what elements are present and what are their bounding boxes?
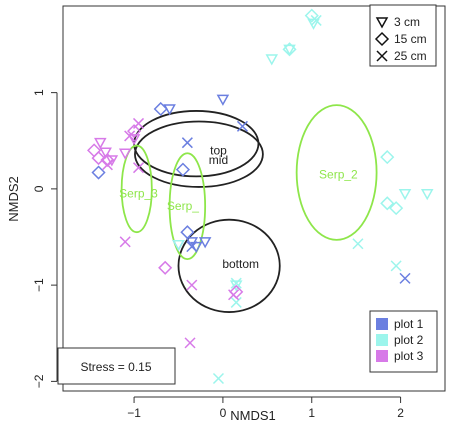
shape-legend-label: 15 cm — [394, 32, 427, 46]
data-point — [132, 117, 145, 129]
ellipse-label-top: top — [210, 143, 227, 157]
data-point — [153, 101, 168, 117]
triangle-down-icon — [375, 17, 389, 29]
data-point — [198, 237, 212, 249]
y-tick-label: −2 — [32, 374, 46, 388]
shape-legend: 3 cm 15 cm 25 cm — [369, 4, 437, 67]
x-tick-label: 0 — [220, 406, 227, 420]
points-layer — [87, 8, 434, 385]
data-point — [186, 241, 198, 253]
data-point — [180, 225, 195, 240]
ellipse-label-serp-2: Serp_2 — [319, 167, 358, 181]
ellipse-label-serp-3: Serp_3 — [119, 187, 158, 201]
ellipse-serp-2 — [295, 104, 378, 241]
ellipse-bottom — [177, 218, 281, 313]
data-point — [124, 130, 136, 142]
data-point — [212, 372, 224, 385]
data-point — [100, 152, 115, 168]
stress-box-frame — [57, 347, 176, 385]
data-point — [91, 165, 106, 180]
data-point — [236, 120, 248, 132]
color-legend-swatch — [376, 334, 388, 346]
ellipse-mid — [134, 120, 264, 188]
data-point — [127, 124, 142, 139]
x-axis-label: NMDS1 — [230, 408, 276, 423]
data-point — [304, 8, 319, 23]
data-point — [282, 42, 297, 57]
color-legend-label: plot 2 — [394, 333, 424, 347]
data-point — [181, 137, 193, 149]
data-point — [105, 155, 119, 167]
shape-legend-label: 3 cm — [394, 15, 420, 29]
data-point — [265, 54, 279, 66]
x-icon — [376, 50, 388, 62]
x-tick-label: 2 — [397, 406, 404, 420]
data-point — [230, 277, 242, 289]
shape-legend-label: 25 cm — [394, 49, 427, 63]
data-point — [420, 188, 434, 201]
color-legend-label: plot 1 — [394, 317, 424, 331]
data-point — [389, 201, 404, 216]
stress-box: Stress = 0.15 — [57, 347, 176, 385]
x-tick-label: 1 — [308, 406, 315, 420]
data-point — [398, 188, 412, 201]
stress-value: Stress = 0.15 — [80, 360, 151, 374]
diamond-icon — [374, 31, 390, 47]
data-point — [91, 151, 106, 166]
y-tick-label: −1 — [32, 278, 46, 292]
y-tick-label: 0 — [32, 185, 46, 192]
data-point — [132, 162, 145, 174]
data-point — [230, 296, 242, 308]
data-point — [216, 94, 230, 106]
data-point — [172, 239, 185, 252]
ellipse-serp-3 — [120, 144, 153, 234]
x-tick-label: −1 — [127, 406, 141, 420]
ellipse-label-mid: mid — [209, 153, 228, 167]
ellipse-label-bottom: bottom — [222, 257, 259, 271]
data-point — [184, 337, 196, 349]
data-point — [94, 137, 107, 150]
x-axis: −1 0 1 2 — [127, 396, 404, 420]
data-point — [283, 44, 296, 56]
data-point — [399, 272, 411, 284]
data-point — [186, 279, 198, 291]
data-point — [119, 236, 131, 248]
data-point — [380, 196, 395, 211]
ellipse-serp — [168, 152, 207, 261]
data-point — [380, 150, 395, 165]
color-legend-swatch — [376, 318, 388, 330]
data-point — [101, 159, 113, 171]
data-point — [158, 260, 173, 275]
data-point — [390, 260, 402, 272]
y-axis: −2 −1 0 1 — [32, 89, 58, 388]
data-point — [99, 147, 112, 159]
color-legend: plot 1 plot 2 plot 3 — [369, 310, 438, 373]
ellipse-label-serp: Serp_ — [167, 199, 199, 213]
y-axis-label: NMDS2 — [6, 176, 21, 222]
data-point — [310, 14, 322, 26]
color-legend-label: plot 3 — [394, 349, 424, 363]
y-tick-label: 1 — [32, 89, 46, 96]
color-legend-swatch — [376, 350, 388, 362]
data-point — [118, 148, 132, 160]
data-point — [127, 134, 141, 146]
data-point — [228, 289, 240, 301]
data-point — [352, 238, 364, 250]
data-point — [175, 162, 190, 177]
